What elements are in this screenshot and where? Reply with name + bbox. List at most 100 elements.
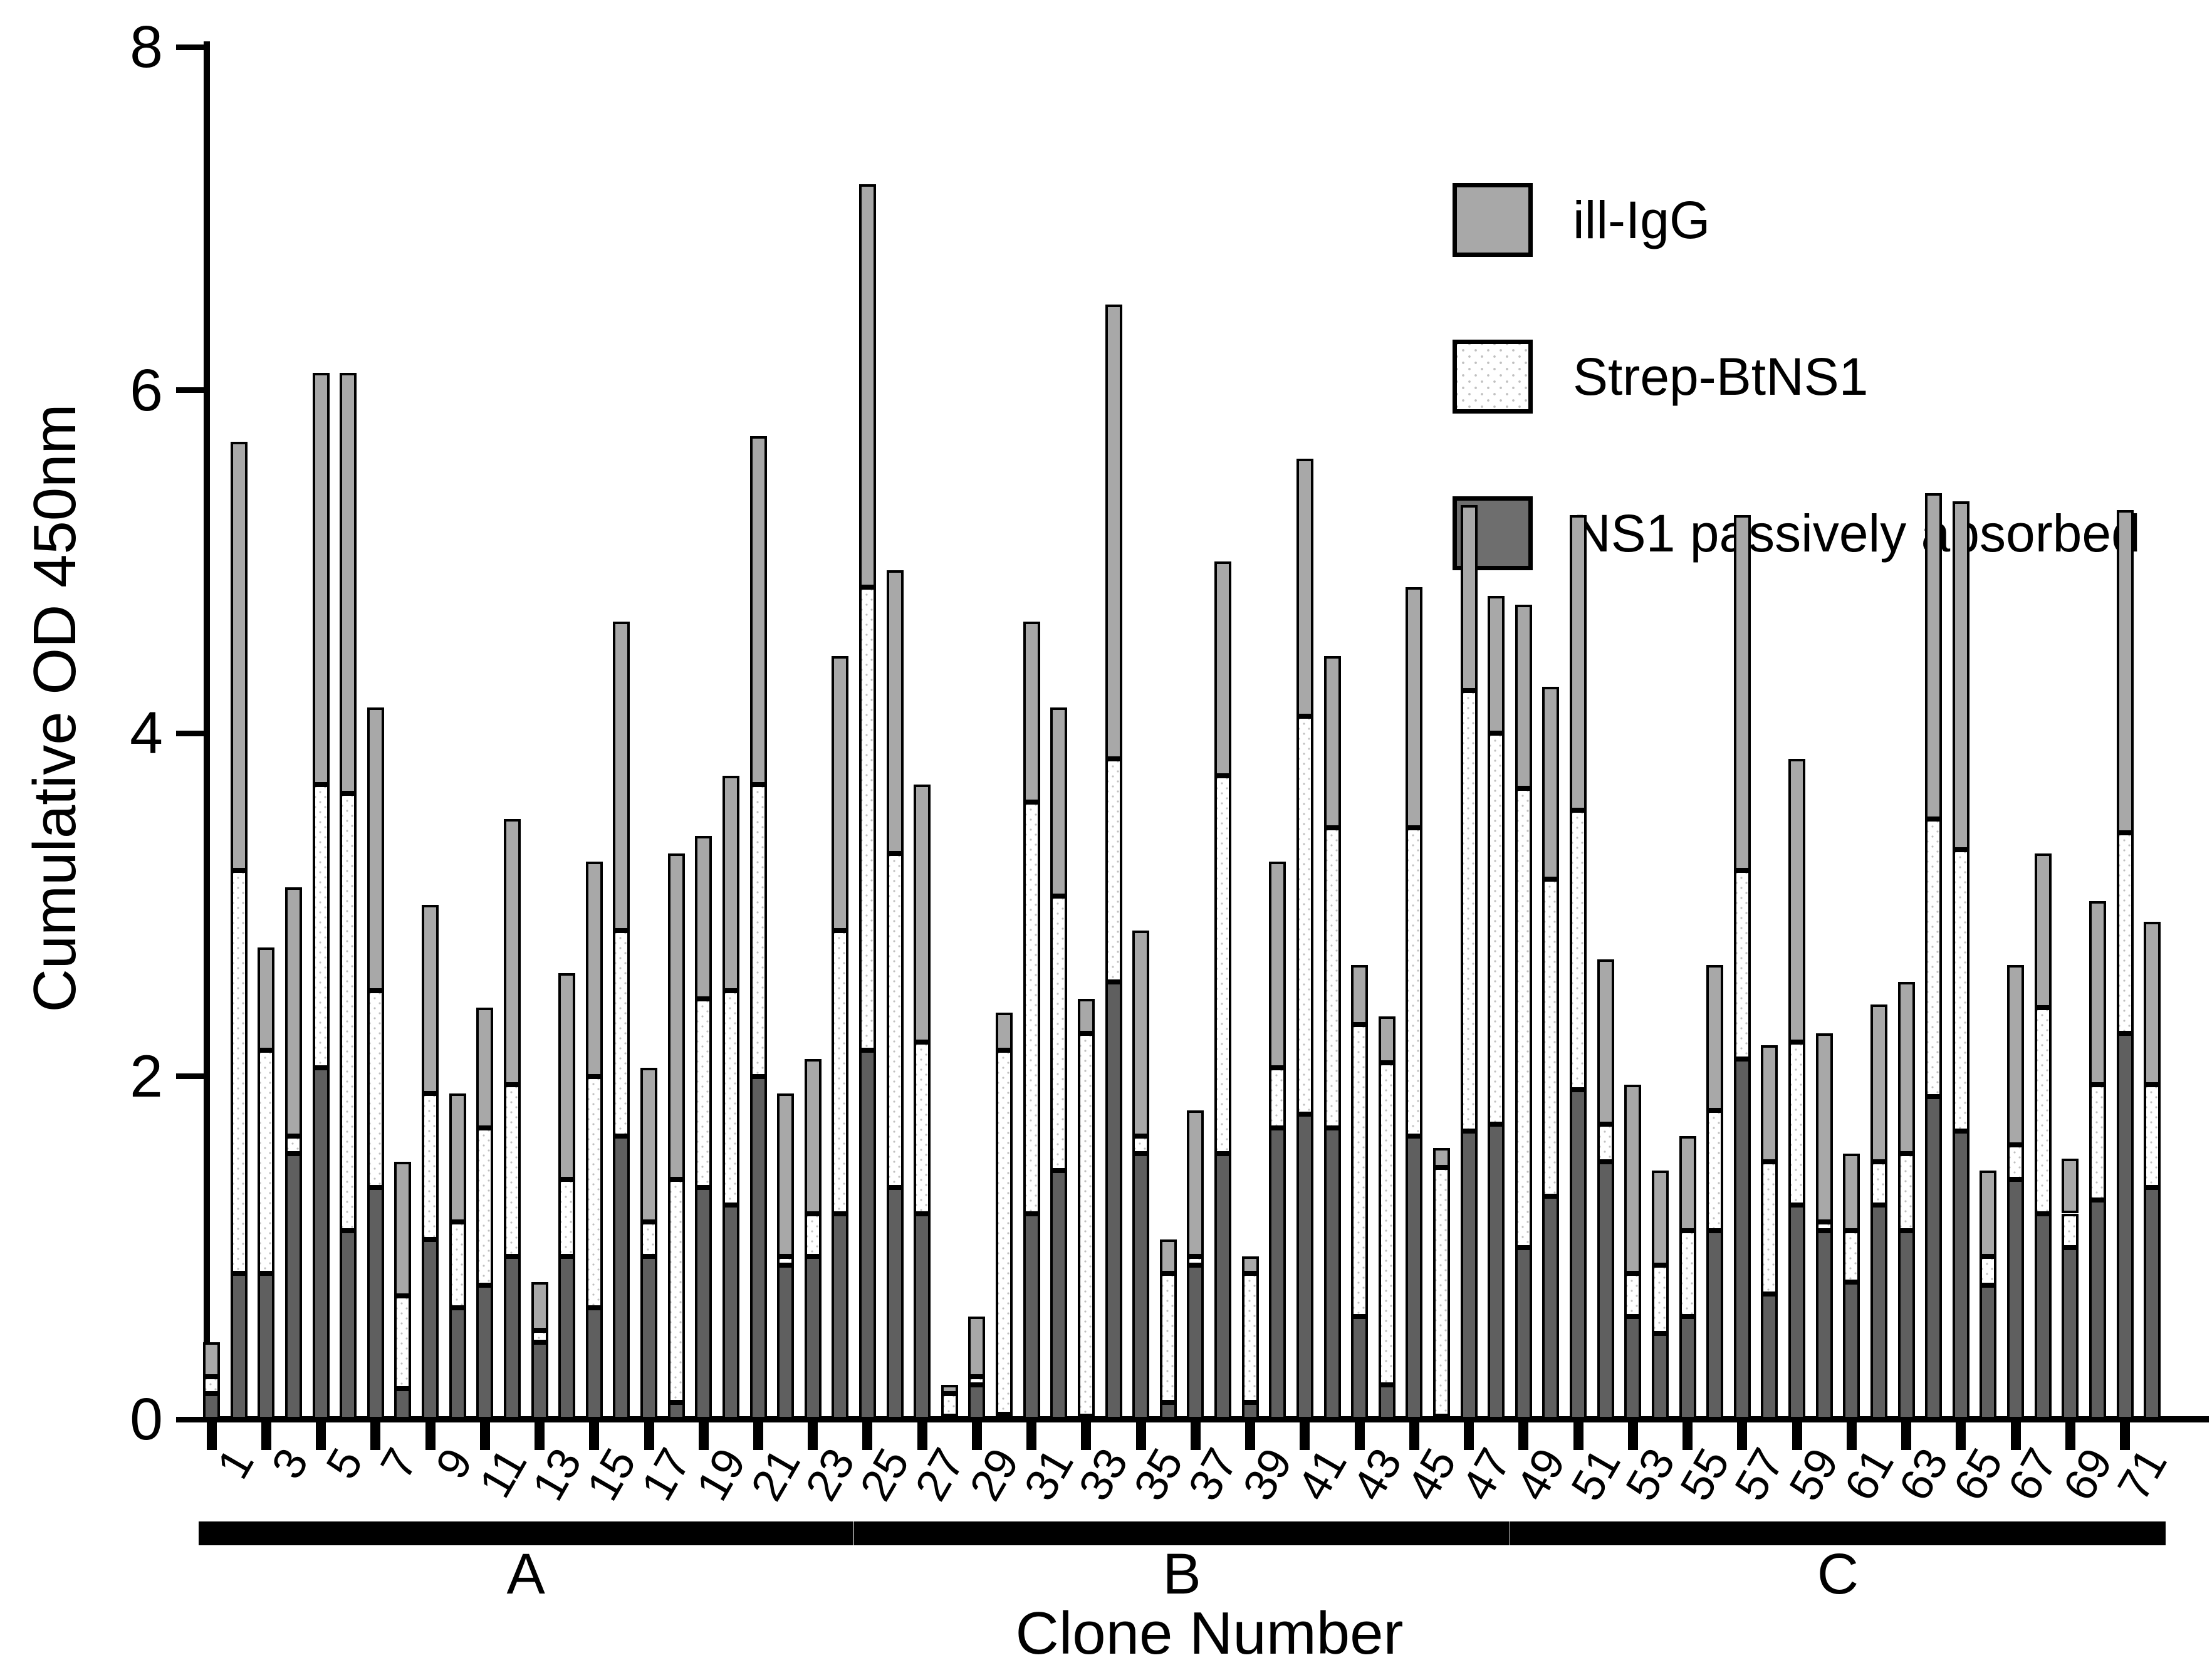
bar-segment-strep-btns1-clone-67 [2007,1145,2025,1179]
bar-segment-strep-btns1-clone-17 [640,1222,658,1256]
bar-segment-ns1-clone-29 [968,1385,986,1419]
x-axis-tick-label: 67 [1998,1440,2068,1509]
bar-segment-ill-igg-clone-53 [1624,1085,1642,1274]
bar-segment-ill-igg-clone-34 [1105,304,1122,759]
bar-segment-ill-igg-clone-13 [531,1282,548,1330]
bar-segment-ill-igg-clone-29 [968,1316,986,1377]
bar-segment-strep-btns1-clone-38 [1214,776,1232,1154]
bar-segment-ill-igg-clone-66 [1980,1171,1997,1256]
bar-segment-ns1-clone-70 [2089,1199,2106,1419]
bar-segment-ns1-clone-53 [1624,1316,1642,1419]
bar-segment-strep-btns1-clone-35 [1132,1136,1150,1154]
bar-segment-strep-btns1-clone-3 [258,1050,275,1274]
bar-segment-strep-btns1-clone-36 [1159,1273,1177,1402]
x-axis-tick-label: 55 [1671,1440,1740,1509]
bar-segment-strep-btns1-clone-24 [832,930,849,1214]
bar-segment-strep-btns1-clone-31 [1023,801,1040,1214]
y-axis-tick [176,1073,204,1079]
bar-segment-ns1-clone-14 [558,1256,576,1419]
x-axis-tick [1464,1422,1474,1450]
group-underline-B [854,1521,1510,1545]
x-axis-tick [753,1422,763,1450]
bar-segment-ill-igg-clone-31 [1023,622,1040,802]
x-axis-tick-label: 65 [1944,1440,2013,1509]
bar-segment-ill-igg-clone-8 [394,1162,412,1296]
legend: ill-IgG Strep-BtNS1 NS1 passively absorb… [1453,183,2141,653]
y-axis-tick [176,387,204,393]
bar-segment-ill-igg-clone-9 [422,904,439,1093]
bar-segment-ns1-clone-30 [996,1414,1013,1419]
bar-segment-strep-btns1-clone-26 [886,853,904,1188]
bar-segment-ill-igg-clone-72 [2144,922,2161,1085]
bar-segment-ns1-clone-25 [858,1050,876,1419]
bar-segment-strep-btns1-clone-42 [1323,827,1341,1128]
bar-segment-strep-btns1-clone-60 [1815,1222,1833,1231]
x-axis-tick [425,1422,436,1450]
bar-segment-ill-igg-clone-58 [1761,1045,1778,1162]
bar-segment-ns1-clone-7 [367,1187,384,1419]
x-axis-tick-label: 7 [371,1440,428,1488]
x-axis-tick [1135,1422,1146,1450]
bar-segment-ns1-clone-34 [1105,981,1122,1419]
y-axis-tick-label: 2 [130,1043,163,1110]
bar-segment-strep-btns1-clone-70 [2089,1085,2106,1200]
bar-segment-ns1-clone-69 [2062,1248,2079,1419]
bar-segment-ill-igg-clone-17 [640,1067,658,1223]
bar-segment-ns1-clone-37 [1187,1265,1204,1419]
bar-segment-ill-igg-clone-40 [1269,862,1286,1068]
bar-segment-ns1-clone-35 [1132,1153,1150,1419]
bar-segment-ill-igg-clone-55 [1679,1136,1696,1231]
x-axis-tick [1573,1422,1583,1450]
bar-segment-ns1-clone-4 [284,1153,302,1419]
bar-segment-ill-igg-clone-54 [1651,1171,1669,1265]
x-axis-tick-label: 33 [1069,1440,1139,1509]
x-axis-tick [370,1422,381,1450]
x-axis-tick-label: 41 [1288,1440,1357,1509]
bar-segment-ill-igg-clone-67 [2007,964,2025,1145]
x-axis-tick [261,1422,271,1450]
x-axis-tick-label: 11 [469,1440,537,1506]
bar-segment-strep-btns1-clone-16 [613,930,630,1137]
bar-segment-ns1-clone-65 [1952,1131,1969,1419]
bar-segment-ill-igg-clone-42 [1323,655,1341,828]
bar-segment-ns1-clone-49 [1515,1248,1532,1419]
bar-segment-ns1-clone-48 [1488,1124,1505,1419]
bar-segment-strep-btns1-clone-61 [1843,1230,1860,1282]
bar-segment-ill-igg-clone-63 [1897,981,1915,1154]
x-axis-tick [862,1422,873,1450]
bar-segment-strep-btns1-clone-64 [1925,818,1943,1097]
bar-segment-ill-igg-clone-3 [258,947,275,1051]
bar-segment-strep-btns1-clone-6 [340,793,357,1231]
bar-segment-strep-btns1-clone-1 [203,1376,221,1394]
bar-segment-ill-igg-clone-45 [1406,587,1423,828]
bar-segment-strep-btns1-clone-21 [749,785,767,1077]
y-axis-tick-label: 8 [130,14,163,80]
bar-segment-strep-btns1-clone-52 [1597,1124,1614,1162]
bar-segment-strep-btns1-clone-37 [1187,1256,1204,1265]
x-axis-tick [1792,1422,1802,1450]
bar-segment-ns1-clone-15 [585,1308,603,1419]
x-axis-tick-label: 39 [1233,1440,1302,1509]
bar-segment-ill-igg-clone-61 [1843,1153,1860,1231]
bar-segment-ns1-clone-1 [203,1393,221,1419]
bar-segment-ns1-clone-26 [886,1187,904,1419]
bar-segment-ns1-clone-28 [941,1416,958,1421]
x-axis-tick-label: 43 [1342,1440,1412,1509]
bar-segment-ill-igg-clone-4 [284,887,302,1137]
bar-segment-ns1-clone-12 [503,1256,521,1419]
x-axis-tick-label: 5 [316,1440,373,1488]
bar-segment-ns1-clone-16 [613,1136,630,1419]
bar-segment-ns1-clone-51 [1570,1090,1587,1419]
bar-segment-ill-igg-clone-46 [1433,1148,1450,1167]
bar-segment-ill-igg-clone-19 [695,836,712,999]
bar-segment-strep-btns1-clone-63 [1897,1153,1915,1231]
bar-segment-strep-btns1-clone-48 [1488,733,1505,1125]
y-axis-tick-label: 0 [130,1386,163,1453]
bar-segment-ill-igg-clone-7 [367,707,384,991]
bar-segment-strep-btns1-clone-72 [2144,1085,2161,1188]
bar-segment-ill-igg-clone-30 [996,1013,1013,1051]
bar-segment-ill-igg-clone-71 [2116,510,2134,833]
bar-segment-ns1-clone-47 [1460,1131,1478,1419]
x-axis-tick [206,1422,217,1450]
